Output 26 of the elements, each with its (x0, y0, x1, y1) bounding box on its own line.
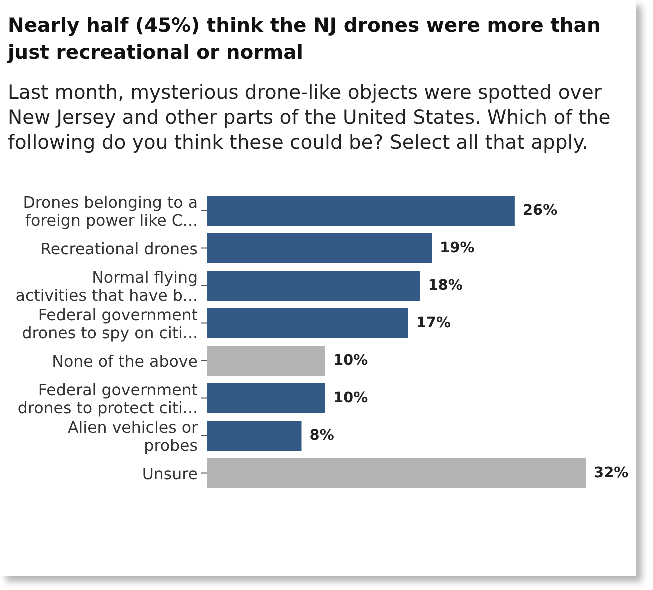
bar (207, 271, 420, 301)
data-label: 18% (428, 278, 464, 294)
y-tick-label: None of the above (52, 351, 198, 370)
bar (207, 308, 408, 338)
bar (207, 346, 326, 376)
y-tick-label: Alien vehicles or probes (68, 417, 198, 454)
y-tick-label: Unsure (142, 464, 198, 483)
y-tick-label: Federal government drones to spy on citi... (22, 304, 198, 342)
data-label: 8% (310, 428, 335, 444)
chart-title: Nearly half (45%) think the NJ drones were more than just recreational or normal (8, 13, 602, 66)
data-label: 10% (333, 353, 369, 369)
y-tick-label: Normal flying activities that have b... (16, 267, 198, 304)
bar (207, 196, 515, 226)
bar (207, 421, 302, 451)
bar (207, 384, 326, 414)
data-label: 32% (594, 466, 630, 482)
data-label: 17% (416, 316, 452, 332)
y-tick-label: Drones belonging to a foreign power like C... (23, 192, 198, 230)
bar (207, 234, 432, 264)
data-label: 19% (440, 240, 476, 256)
data-label: 26% (522, 203, 558, 219)
y-tick-label: Federal government drones to protect citi... (18, 380, 198, 417)
chart-subtitle: Last month, mysterious drone-like objects were spotted over New Jersey and other parts of the United States. Which of the following do you think these could be? Select all that apply. (8, 80, 612, 155)
data-label: 10% (333, 390, 369, 406)
y-tick-label: Recreational drones (40, 238, 198, 258)
bar (207, 458, 586, 488)
